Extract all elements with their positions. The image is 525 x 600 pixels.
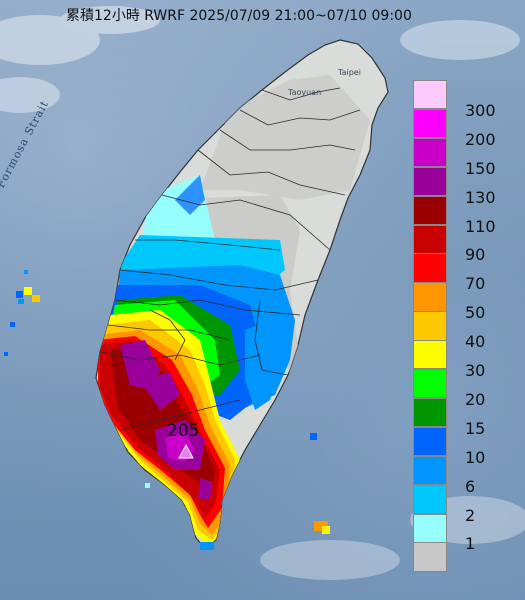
legend-swatch (413, 513, 447, 543)
rain-legend: 300 200 150 130 110 90 70 50 40 30 20 15 10 6 2 1 (413, 80, 525, 572)
legend-swatch (413, 455, 447, 486)
legend-label: 20 (465, 389, 486, 409)
legend-swatch (413, 340, 447, 370)
legend-swatch (413, 369, 447, 399)
county-boundaries (99, 87, 361, 431)
legend-label: 200 (465, 129, 496, 149)
penghu-islands (4, 270, 40, 356)
map-title: 累積12小時 RWRF 2025/07/09 21:00~07/10 09:00 (66, 8, 412, 24)
legend-label: 10 (465, 447, 486, 467)
legend-swatch (413, 108, 447, 139)
legend-swatch (413, 397, 447, 428)
legend-label: 70 (465, 274, 486, 294)
legend-label: 6 (465, 476, 476, 496)
legend-label: 110 (465, 216, 496, 236)
rain-band-130 (120, 340, 212, 500)
legend-swatch (413, 224, 447, 254)
legend-label: 90 (465, 245, 486, 265)
legend-label: 15 (465, 418, 486, 438)
legend-label: 150 (465, 158, 496, 178)
legend-swatch (413, 137, 447, 168)
legend-label: 2 (465, 505, 476, 525)
legend-swatch (413, 80, 447, 110)
legend-label: 130 (465, 187, 496, 207)
legend-label: 50 (465, 303, 486, 323)
no-rain-north (200, 75, 370, 200)
max-rain-value: 205 (167, 421, 200, 441)
rain-fringe-east (245, 320, 285, 410)
legend-swatch (413, 542, 447, 572)
taoyuan-label: Taoyuan (288, 88, 322, 97)
legend-swatch (413, 484, 447, 514)
legend-swatch (413, 282, 447, 312)
rain-fringe-central (175, 175, 205, 215)
legend-swatch (413, 195, 447, 225)
taipei-label: Taipei (338, 68, 361, 77)
legend-label: 1 (465, 534, 476, 554)
legend-swatch (413, 426, 447, 457)
legend-label: 40 (465, 332, 486, 352)
legend-label: 30 (465, 361, 486, 380)
max-rain-marker (178, 443, 194, 459)
offshore-islands (145, 433, 330, 550)
rainfall-overlay (98, 75, 370, 545)
legend-swatch (413, 311, 447, 341)
legend-label: 300 (465, 100, 496, 120)
ocean-clouds (0, 6, 525, 580)
legend-swatch (413, 166, 447, 197)
legend-swatch (413, 253, 447, 283)
